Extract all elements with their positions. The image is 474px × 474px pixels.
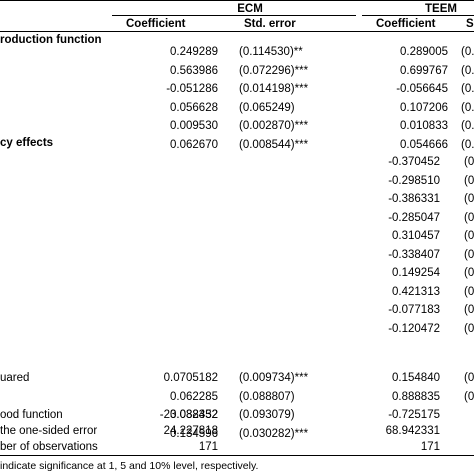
teem-value-cell: 68.942331 (385, 424, 440, 437)
teem-se-cell: (0 (464, 156, 474, 168)
ecm-se-cell: (0.065249) (239, 101, 295, 114)
teem-se-cell: (0. (461, 120, 474, 133)
teem-value-cell: 171 (420, 440, 440, 453)
teem-se-cell: (0 (464, 267, 474, 280)
top-rule (0, 0, 474, 1)
teem-se-cell: (0 (464, 230, 474, 243)
ecm-value-cell: -23.082432 (159, 409, 218, 421)
ecm-coef-cell: 0.056628 (170, 101, 218, 114)
ecm-se-cell: (0.008544)*** (239, 138, 309, 151)
teem-coef-cell: 0.054666 (400, 138, 448, 151)
teem-coef-cell: -0.298510 (388, 174, 440, 187)
teem-coef-cell: 0.699767 (400, 64, 448, 77)
teem-coef-cell: 0.310457 (392, 230, 440, 243)
ecm-se-cell: (0.088807) (239, 390, 295, 403)
teem-se-cell: (0 (464, 390, 474, 403)
row-label: ood function (0, 409, 63, 421)
ecm-coef-cell: 0.062285 (170, 390, 218, 403)
ecm-se-cell: (0.093079) (239, 409, 295, 422)
ecm-se-cell: (0.002870)*** (239, 120, 309, 133)
header-bottom-rule (0, 31, 474, 32)
teem-se-cell: (0. (461, 138, 474, 151)
teem-coef-cell: -0.338407 (388, 248, 440, 261)
teem-coef-cell: -0.386331 (388, 193, 440, 206)
ecm-se-cell: (0.009734)*** (239, 372, 309, 384)
ecm-value-cell: 24.227818 (163, 424, 218, 437)
teem-value-cell: -0.725175 (388, 409, 440, 421)
teem-coef-cell: -0.077183 (388, 304, 440, 317)
model-header-ecm: ECM (237, 3, 263, 15)
teem-se-cell: (0 (464, 285, 474, 298)
teem-se-cell: (0. (461, 46, 474, 58)
teem-se-cell: (0 (464, 323, 474, 335)
col-header-ecm-coef: Coefficient (126, 18, 186, 30)
teem-coef-cell: 0.289005 (400, 46, 448, 58)
teem-coef-cell: 0.888835 (392, 390, 440, 403)
ecm-se-cell: (0.014198)*** (239, 83, 309, 96)
model-header-teem: TEEM (425, 3, 457, 15)
teem-coef-cell: -0.056645 (396, 83, 448, 96)
ecm-value-cell: 171 (198, 440, 218, 453)
row-label: ber of observations (0, 440, 98, 453)
teem-se-cell: (0 (464, 248, 474, 261)
ecm-coef-cell: 0.249289 (170, 46, 218, 58)
ecm-coef-cell: 0.0705182 (163, 372, 218, 384)
teem-coef-cell: 0.149254 (392, 267, 440, 280)
col-header-teem-se: S (466, 18, 474, 30)
teem-coef-cell: 0.154840 (392, 372, 440, 384)
row-label: the one-sided error (0, 424, 98, 437)
ecm-coef-cell: -0.051286 (166, 83, 218, 96)
section-production-function: roduction function (0, 34, 102, 46)
ecm-coef-cell: 0.009530 (170, 120, 218, 133)
ecm-coef-cell: 0.563986 (170, 64, 218, 77)
teem-coef-cell: 0.421313 (392, 285, 440, 298)
ecm-coef-cell: 0.038352 (170, 409, 218, 422)
teem-se-cell: (0. (461, 83, 474, 96)
ecm-se-cell: (0.030282)*** (239, 427, 309, 440)
col-header-ecm-se: Std. error (244, 18, 296, 30)
teem-coef-cell: -0.120472 (388, 323, 440, 335)
teem-span-rule (362, 15, 474, 16)
teem-se-cell: (0 (464, 193, 474, 206)
teem-se-cell: (0 (464, 211, 474, 224)
teem-se-cell: (0 (464, 372, 474, 384)
teem-coef-cell: 0.107206 (400, 101, 448, 114)
ecm-coef-cell: 0.062670 (170, 138, 218, 151)
teem-coef-cell: 0.010833 (400, 120, 448, 133)
teem-se-cell: (0. (461, 64, 474, 77)
col-header-teem-coef: Coefficient (376, 18, 436, 30)
section-efficiency-effects: cy effects (0, 137, 54, 149)
ecm-se-cell: (0.072296)*** (239, 64, 309, 77)
teem-coef-cell: -0.285047 (388, 211, 440, 224)
row-label: uared (0, 372, 30, 384)
ecm-se-cell: (0.114530)** (239, 46, 303, 58)
footnote: indicate significance at 1, 5 and 10% le… (0, 460, 259, 472)
ecm-coef-cell: 0.134596 (170, 427, 218, 440)
teem-se-cell: (0. (461, 101, 474, 114)
ecm-span-rule (112, 15, 356, 16)
teem-se-cell: (0 (464, 304, 474, 317)
teem-coef-cell: -0.370452 (388, 156, 440, 168)
teem-se-cell: (0 (464, 174, 474, 187)
bottom-rule (0, 455, 474, 456)
